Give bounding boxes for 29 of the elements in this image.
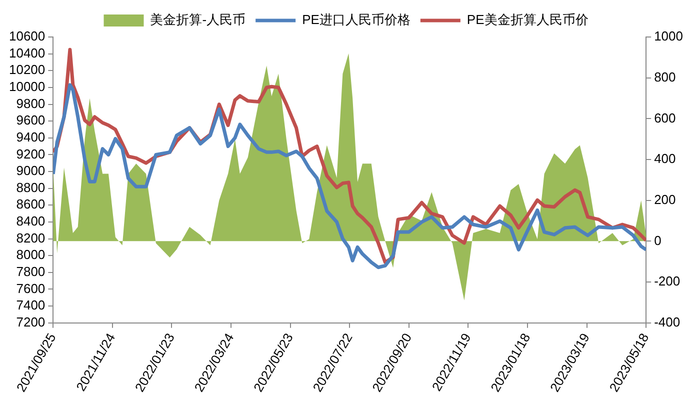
y-tick-label: 9600 [16, 112, 46, 128]
y-tick-label: 10000 [8, 79, 46, 94]
y2-tick-label: 0 [654, 232, 662, 248]
y2-tick-label: 600 [654, 110, 676, 126]
y2-tick-label: 200 [654, 192, 676, 207]
y-tick-label: 9800 [16, 96, 46, 111]
y-tick-label: 10400 [8, 45, 46, 60]
y-tick-label: 8000 [16, 247, 46, 262]
y-tick-label: 9000 [16, 163, 46, 178]
legend-label: PE美金折算人民币价 [466, 12, 588, 28]
y-tick-label: 8800 [16, 180, 46, 195]
y-tick-label: 8200 [16, 230, 46, 246]
y-tick-label: 7800 [16, 264, 46, 279]
legend-label: 美金折算-人民币 [150, 12, 246, 28]
y-tick-label: 9200 [16, 146, 46, 162]
y-tick-label: 7200 [16, 314, 46, 330]
y2-tick-label: -400 [654, 314, 680, 330]
y-tick-label: 7600 [16, 280, 46, 296]
y2-tick-label: 400 [654, 151, 676, 166]
y-tick-label: 8600 [16, 196, 46, 212]
y2-tick-label: -200 [654, 274, 680, 289]
y-tick-label: 8400 [16, 214, 46, 229]
legend-label: PE进口人民币价格 [302, 12, 410, 28]
y2-tick-label: 1000 [654, 28, 683, 44]
y-tick-label: 10200 [8, 62, 46, 78]
y-tick-label: 9400 [16, 129, 46, 144]
y-tick-label: 10600 [8, 28, 46, 44]
y-tick-label: 7400 [16, 298, 46, 313]
y2-tick-label: 800 [654, 69, 676, 84]
